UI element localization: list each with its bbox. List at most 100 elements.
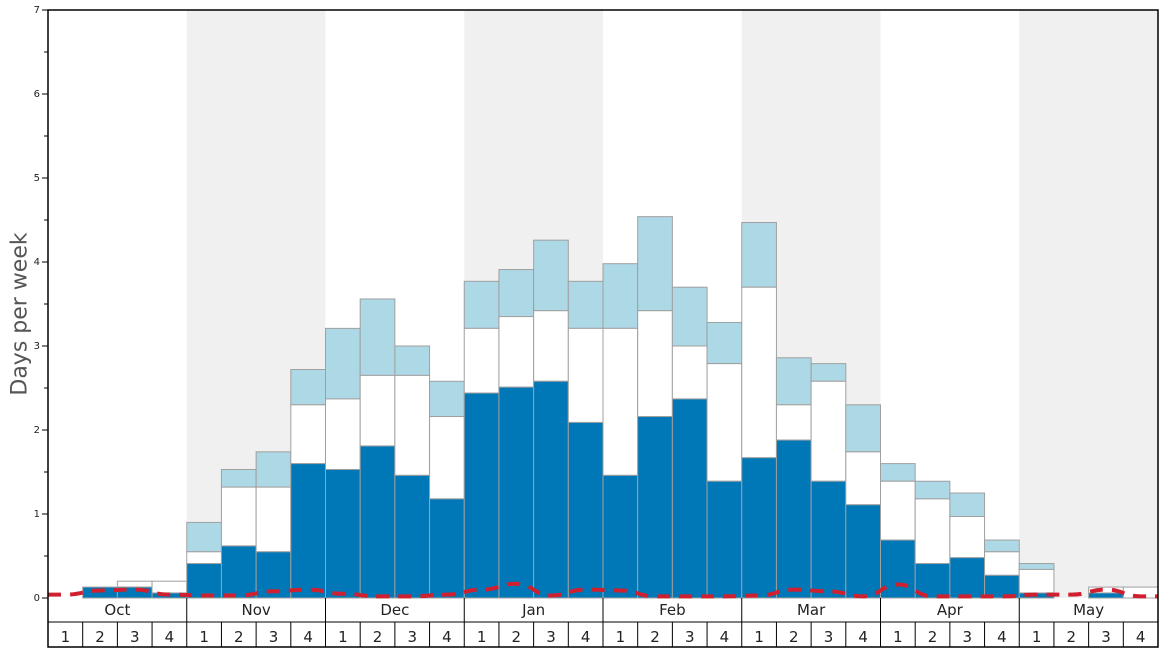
x-axis: Oct Nov Dec Jan Feb Mar Apr May 1 2 3 4 1 2 3 4 1 2 3 4 1 2 3 4…: [48, 598, 1158, 647]
bar-mid-segment: [810, 380, 847, 482]
week-label: 3: [1101, 628, 1111, 646]
bar-mid-segment: [463, 327, 500, 394]
bar-mid-segment: [637, 310, 673, 418]
bar-dark-segment: [498, 386, 535, 599]
bar-mid-segment: [775, 404, 812, 441]
bar-mid-segment: [325, 398, 361, 470]
week-label: 3: [269, 628, 279, 646]
month-shade-may: [1019, 10, 1158, 598]
month-label-nov: Nov: [241, 601, 270, 619]
y-axis-label: Days per week: [8, 232, 33, 395]
week-label: 1: [61, 628, 71, 646]
week-label: 4: [303, 628, 313, 646]
bar-mid-segment: [186, 551, 222, 565]
bar-mid-segment: [290, 404, 326, 465]
week-label: 2: [234, 628, 244, 646]
bar-light-segment: [325, 327, 361, 400]
bar-light-segment: [775, 357, 812, 406]
y-axis: 0 1 2 3 4 5 6 7: [34, 5, 48, 604]
bar-dark-segment: [706, 480, 743, 599]
plot-frame: [47, 9, 1159, 648]
bar-dark-segment: [394, 474, 431, 599]
month-label-may: May: [1073, 601, 1104, 619]
bar-light-segment: [567, 280, 604, 329]
week-label: 3: [685, 628, 695, 646]
week-label: 2: [95, 628, 105, 646]
week-label: 2: [650, 628, 660, 646]
week-label: 3: [546, 628, 556, 646]
bar-light-segment: [1018, 563, 1055, 570]
bar-light-segment: [810, 363, 847, 382]
bar-mid-segment: [1018, 568, 1055, 594]
week-label: 4: [1136, 628, 1146, 646]
month-label-dec: Dec: [380, 601, 409, 619]
week-label: 4: [720, 628, 730, 646]
bar-dark-segment: [602, 474, 639, 599]
bar-mid-segment: [602, 327, 639, 476]
week-label: 2: [928, 628, 938, 646]
bar-dark-segment: [775, 439, 812, 599]
bar-dark-segment: [186, 563, 222, 599]
bar-mid-segment: [567, 327, 604, 423]
bar-mid-segment: [914, 498, 951, 565]
week-label: 2: [1067, 628, 1077, 646]
bar-light-segment: [671, 286, 708, 347]
week-label: 1: [477, 628, 487, 646]
y-tick-label: 0: [34, 593, 40, 604]
week-label: 4: [165, 628, 175, 646]
bar-dark-segment: [810, 480, 847, 599]
bar-dark-segment: [1088, 592, 1124, 599]
y-tick-label: 6: [34, 89, 40, 100]
month-label-mar: Mar: [797, 601, 826, 619]
week-label: 4: [581, 628, 591, 646]
bar-light-segment: [429, 380, 465, 418]
bar-light-segment: [255, 451, 292, 488]
bar-mid-segment: [220, 486, 257, 547]
week-label: 2: [373, 628, 383, 646]
week-label: 4: [997, 628, 1007, 646]
bar-light-segment: [880, 463, 916, 482]
bar-light-segment: [741, 222, 777, 288]
week-label: 1: [199, 628, 209, 646]
month-label-jan: Jan: [521, 601, 545, 619]
bar-light-segment: [845, 404, 881, 453]
bar-mid-segment: [498, 316, 535, 388]
week-label: 4: [858, 628, 868, 646]
bar-mid-segment: [116, 580, 153, 588]
bar-mid-segment: [741, 286, 777, 459]
bar-dark-segment: [463, 392, 500, 599]
y-tick-label: 1: [34, 509, 40, 520]
bar-dark-segment: [637, 416, 673, 599]
bar-light-segment: [914, 480, 951, 500]
bar-group: [82, 216, 1159, 599]
y-tick-label: 3: [34, 341, 40, 352]
bar-light-segment: [186, 521, 222, 553]
bar-dark-segment: [741, 457, 777, 599]
bar-mid-segment: [880, 480, 916, 541]
bar-dark-segment: [290, 463, 326, 599]
week-label: 2: [789, 628, 799, 646]
week-label: 3: [962, 628, 972, 646]
bar-light-segment: [394, 345, 431, 376]
y-tick-label: 4: [34, 257, 40, 268]
bar-light-segment: [637, 216, 673, 312]
week-label: 1: [338, 628, 348, 646]
y-tick-label: 7: [34, 5, 40, 16]
week-label: 1: [1032, 628, 1042, 646]
bar-mid-segment: [533, 310, 569, 382]
month-label-apr: Apr: [937, 601, 964, 619]
bar-dark-segment: [949, 557, 986, 599]
week-label: 1: [893, 628, 903, 646]
bar-mid-segment: [429, 416, 465, 500]
bar-light-segment: [533, 239, 569, 312]
bar-mid-segment: [151, 580, 188, 594]
week-label: 3: [130, 628, 140, 646]
bar-dark-segment: [845, 504, 881, 599]
bar-dark-segment: [671, 398, 708, 599]
week-label: 1: [616, 628, 626, 646]
bar-mid-segment: [671, 345, 708, 400]
bar-mid-segment: [949, 516, 986, 559]
week-label: 2: [512, 628, 522, 646]
dashed-trend-line: [48, 581, 1158, 599]
